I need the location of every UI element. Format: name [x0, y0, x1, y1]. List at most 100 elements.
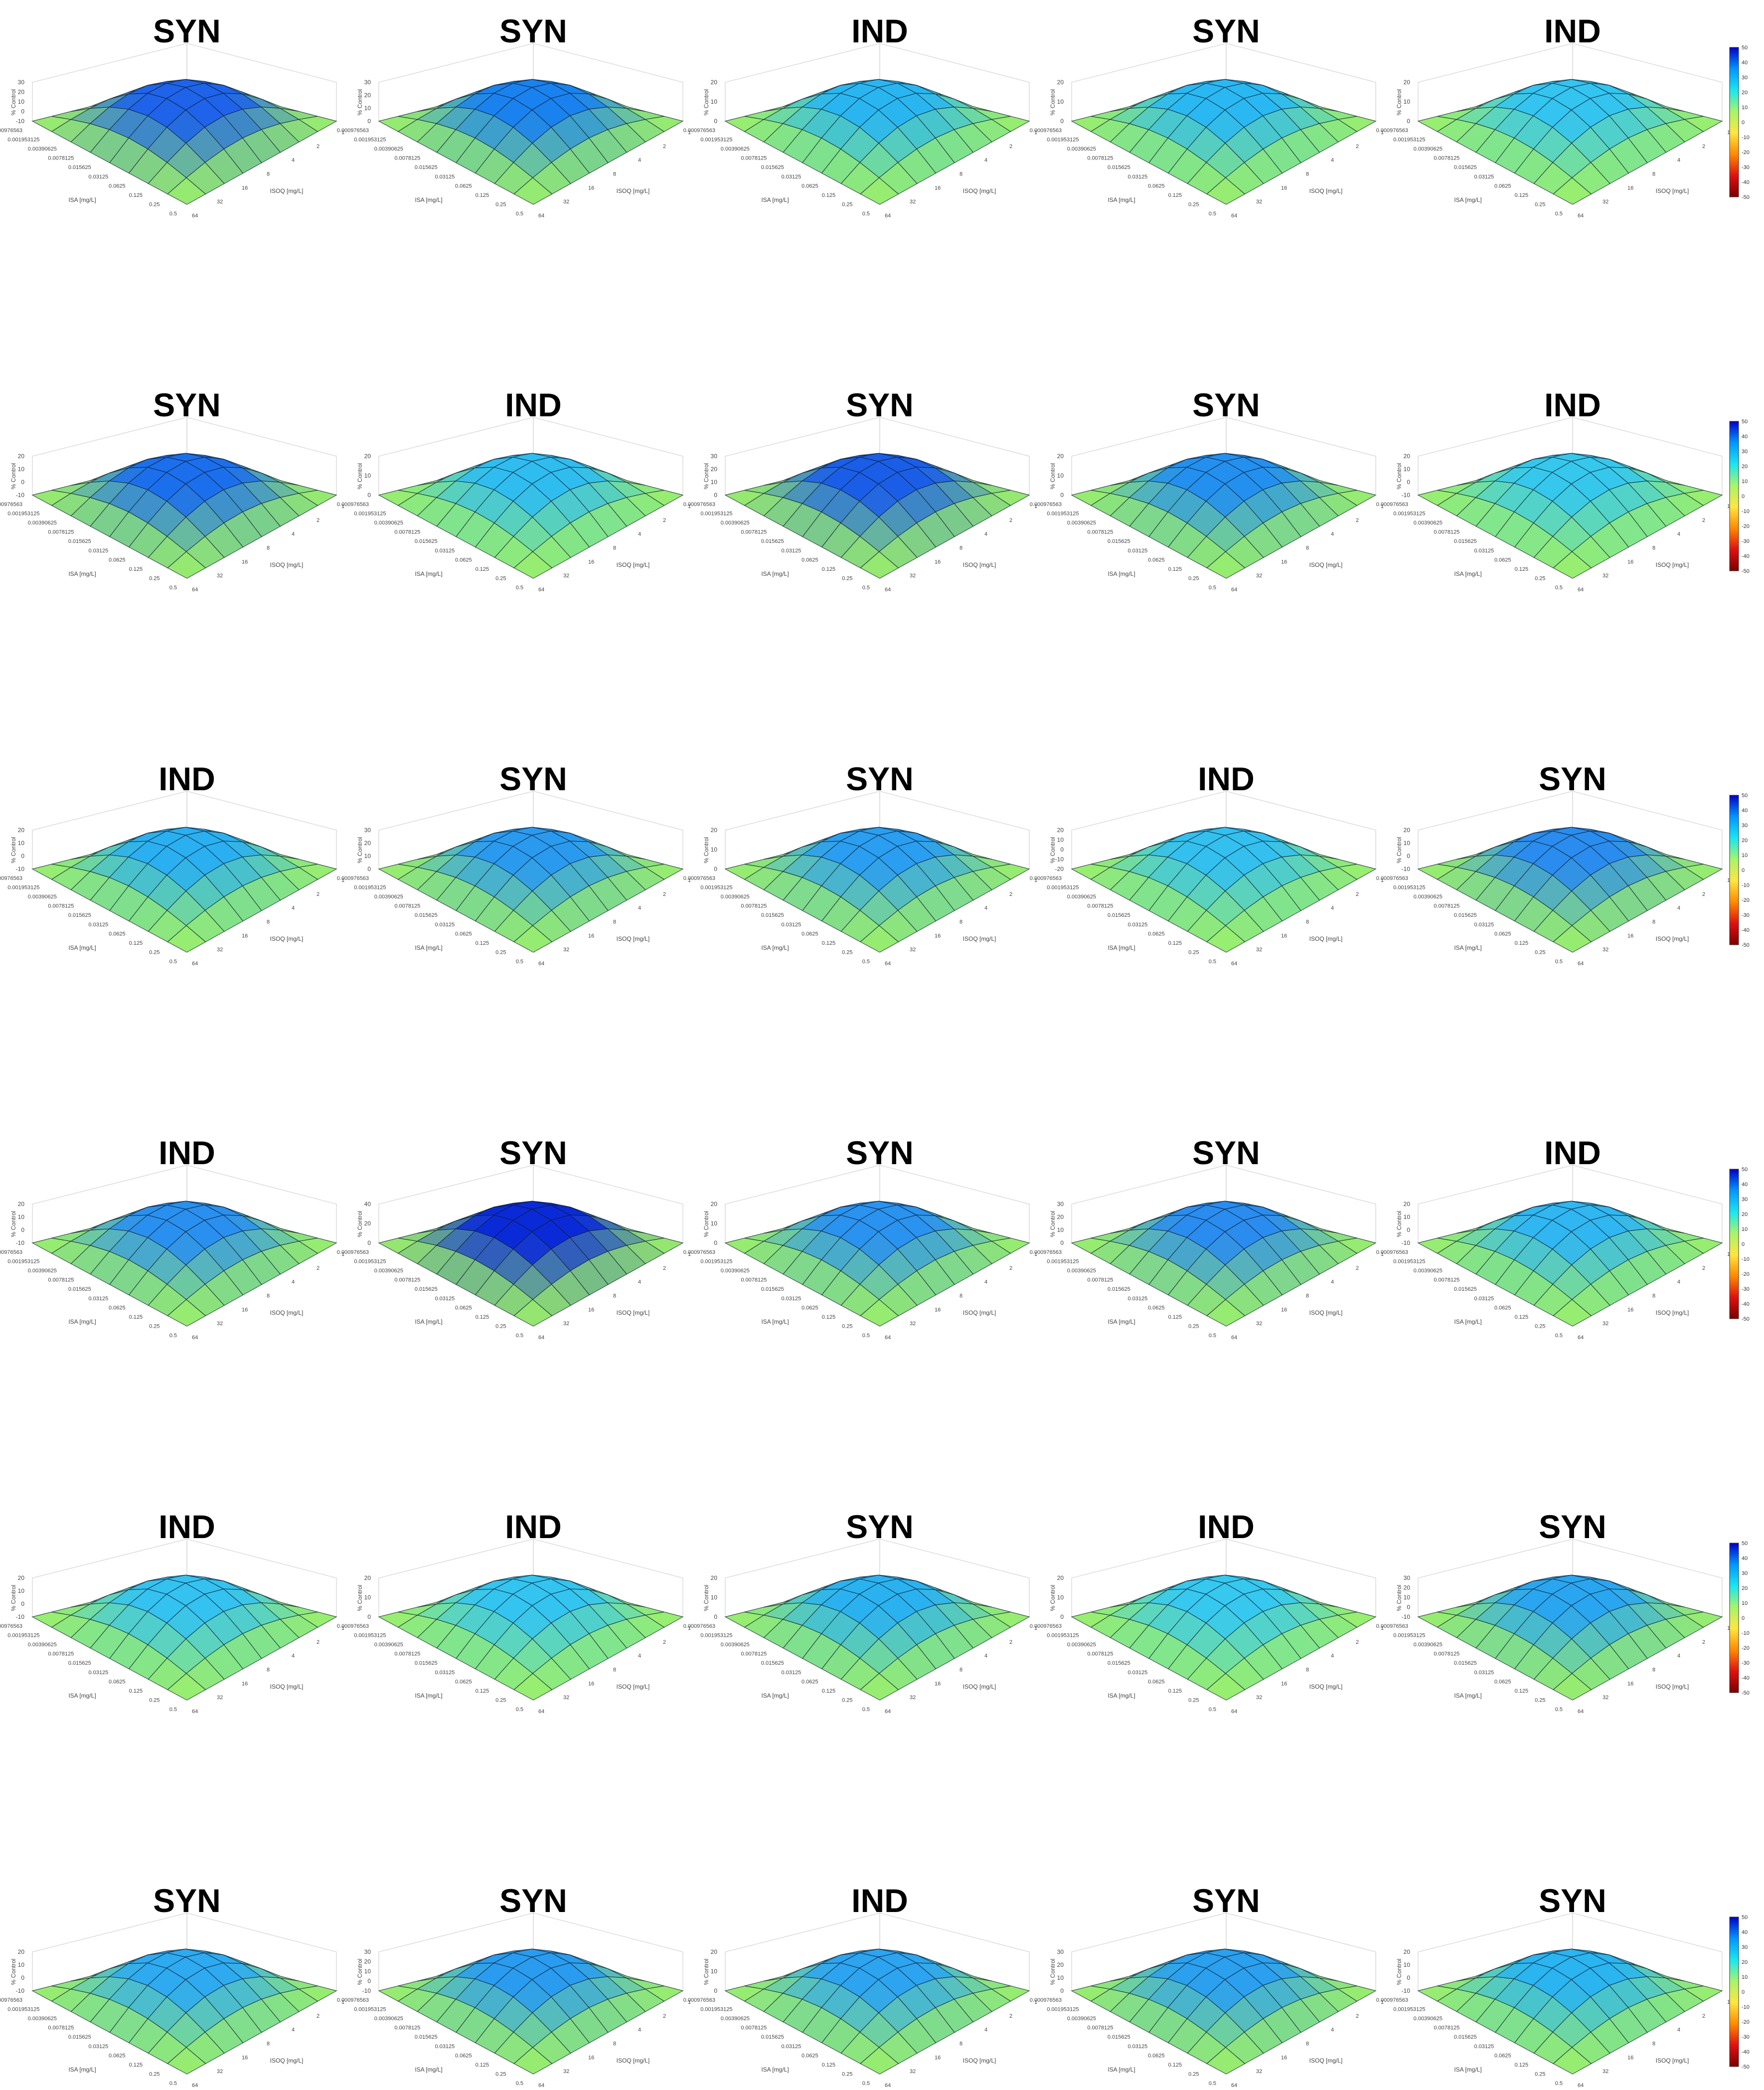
isoq-tick-label: 32 — [1603, 947, 1608, 953]
z-tick-label: 0 — [714, 1613, 717, 1620]
isa-axis: 0.000976563 0.001953125 0.00390625 0.007812… — [1030, 875, 1216, 965]
isa-tick-label: 0.000976563 — [337, 128, 369, 134]
isoq-tick-label: 1 — [1034, 1251, 1037, 1257]
z-axis-label: % Control — [703, 1211, 710, 1237]
isa-axis: 0.000976563 0.001953125 0.00390625 0.007812… — [337, 128, 523, 217]
isa-tick-label: 0.5 — [169, 959, 177, 965]
isa-tick-label: 0.0625 — [455, 557, 472, 563]
colorbar-tick-label: -40 — [1742, 553, 1750, 559]
isoq-tick-label: 8 — [1306, 919, 1309, 925]
isa-tick-label: 0.000976563 — [683, 1623, 715, 1629]
z-tick-label: 30 — [364, 79, 371, 86]
colorbar-tick-label: -10 — [1742, 1256, 1750, 1262]
isoq-tick-label: 2 — [1702, 1265, 1705, 1271]
isa-tick-label: 0.25 — [1188, 949, 1199, 955]
isoq-tick-label: 32 — [1256, 947, 1262, 953]
isoq-axis: 64 32 16 8 4 2 1 — [538, 130, 691, 219]
isoq-axis: 64 32 16 8 4 2 1 — [1578, 1999, 1730, 2089]
isa-tick-label: 0.00390625 — [1067, 520, 1096, 526]
z-tick-label: 10 — [711, 1968, 718, 1975]
z-axis-label: % Control — [356, 1585, 363, 1611]
z-tick-label: 0 — [1407, 1226, 1410, 1233]
isa-tick-label: 0.015625 — [1454, 2034, 1477, 2040]
z-axis-label: % Control — [1396, 89, 1403, 116]
z-axis-label: % Control — [10, 1959, 17, 1985]
surface-mesh — [1417, 1948, 1723, 2075]
isoq-tick-label: 32 — [910, 573, 916, 579]
colorbar-tick-label: 30 — [1742, 75, 1748, 81]
isa-tick-label: 0.00390625 — [1414, 894, 1443, 900]
isa-axis: 0.000976563 0.001953125 0.00390625 0.007812… — [0, 502, 177, 591]
isoq-tick-label: 2 — [317, 1265, 320, 1271]
z-tick-label: 20 — [18, 827, 25, 834]
isa-tick-label: 0.000976563 — [1376, 1249, 1408, 1255]
surface-mesh — [378, 1201, 684, 1327]
z-tick-label: -20 — [1055, 866, 1064, 872]
z-tick-label: 0 — [21, 479, 24, 486]
isoq-axis: 64 32 16 8 4 2 1 — [1231, 1251, 1384, 1341]
isa-tick-label: 0.015625 — [68, 1286, 91, 1292]
isoq-tick-label: 32 — [217, 1695, 223, 1701]
isa-tick-label: 0.125 — [476, 1314, 489, 1320]
isa-tick-label: 0.0078125 — [741, 156, 767, 162]
isa-tick-label: 0.125 — [1515, 2062, 1529, 2068]
z-axis: 20 10 0 — [1057, 79, 1064, 125]
isoq-tick-label: 8 — [267, 919, 270, 925]
z-axis-label: % Control — [356, 463, 363, 490]
isa-tick-label: 0.015625 — [68, 538, 91, 544]
isa-tick-label: 0.0625 — [455, 1679, 472, 1685]
isa-tick-label: 0.0078125 — [741, 529, 767, 535]
z-axis-label: % Control — [1396, 1585, 1403, 1611]
z-axis-label: % Control — [703, 89, 710, 116]
isa-tick-label: 0.125 — [1515, 940, 1529, 946]
isoq-tick-label: 4 — [1677, 1653, 1680, 1659]
isa-tick-label: 0.001953125 — [354, 1259, 386, 1265]
z-tick-label: 20 — [18, 453, 25, 460]
z-axis: 20 10 0 -10 — [1402, 1948, 1411, 1994]
isoq-tick-label: 2 — [1009, 518, 1012, 523]
isoq-tick-label: 1 — [341, 1251, 344, 1257]
isa-axis-label: ISA [mg/L] — [1108, 944, 1135, 951]
isoq-tick-label: 2 — [1702, 144, 1705, 150]
isa-tick-label: 0.000976563 — [1030, 502, 1062, 508]
z-tick-label: 30 — [1404, 1574, 1411, 1581]
isa-tick-label: 0.000976563 — [1030, 128, 1062, 134]
z-tick-label: 30 — [1057, 1948, 1064, 1955]
z-axis-label: % Control — [356, 89, 363, 116]
isa-tick-label: 0.0078125 — [741, 903, 767, 909]
isoq-tick-label: 16 — [1627, 185, 1633, 191]
isoq-tick-label: 2 — [1356, 518, 1359, 523]
isa-tick-label: 0.001953125 — [700, 1633, 732, 1639]
z-tick-label: 10 — [364, 1968, 371, 1975]
z-axis: 20 10 0 -10 -20 — [1055, 827, 1064, 872]
isoq-tick-label: 16 — [242, 185, 248, 191]
isa-tick-label: 0.015625 — [1108, 538, 1130, 544]
colorbar-tick-label: -10 — [1742, 509, 1750, 515]
z-tick-label: 30 — [18, 79, 25, 86]
isa-axis: 0.000976563 0.001953125 0.00390625 0.007812… — [1030, 502, 1216, 591]
z-tick-label: 10 — [1404, 1214, 1411, 1220]
isa-tick-label: 0.125 — [129, 940, 143, 946]
isoq-axis: 64 32 16 8 4 2 1 — [192, 1999, 344, 2089]
z-axis: 40 20 0 — [364, 1201, 371, 1246]
isoq-tick-label: 2 — [663, 2013, 666, 2019]
isa-tick-label: 0.0625 — [1148, 1679, 1165, 1685]
isoq-tick-label: 4 — [1331, 531, 1334, 537]
isa-tick-label: 0.000976563 — [1376, 1623, 1408, 1629]
isoq-tick-label: 64 — [1231, 1335, 1237, 1341]
colorbar-tick-label: 10 — [1742, 1974, 1748, 1980]
isoq-tick-label: 2 — [1356, 2013, 1359, 2019]
isoq-tick-label: 8 — [267, 1667, 270, 1673]
z-axis-label: % Control — [10, 463, 17, 490]
isa-tick-label: 0.000976563 — [337, 875, 369, 881]
isa-tick-label: 0.125 — [129, 2062, 143, 2068]
isoq-tick-label: 1 — [688, 1625, 691, 1631]
z-tick-label: 10 — [711, 479, 718, 486]
isoq-tick-label: 16 — [1627, 559, 1633, 565]
z-tick-label: 0 — [367, 492, 371, 499]
isa-tick-label: 0.00390625 — [1067, 894, 1096, 900]
